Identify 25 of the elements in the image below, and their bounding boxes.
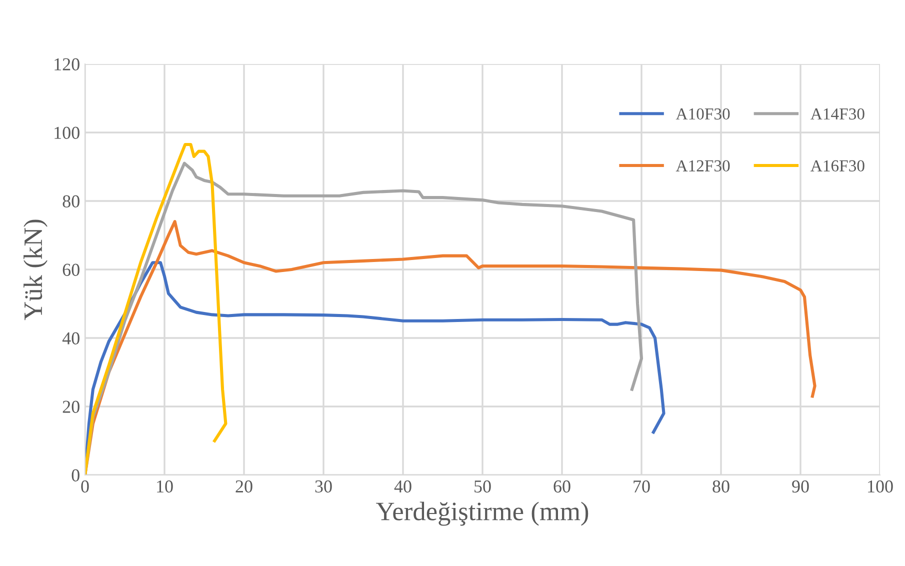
x-tick-label: 60 [554, 480, 570, 493]
x-tick-label: 50 [474, 480, 491, 493]
y-tick-label: 40 [62, 332, 80, 344]
y-tick-label: 20 [62, 400, 80, 413]
x-tick-label: 40 [394, 480, 412, 493]
x-tick-label: 10 [157, 480, 173, 493]
y-tick-label: 100 [54, 126, 80, 139]
x-axis-title: Yerdeğiştirme (mm) [376, 502, 588, 526]
line-series [85, 142, 228, 475]
x-tick-label: 20 [236, 480, 252, 493]
y-tick-label: 80 [62, 195, 80, 208]
y-tick-label: 0 [72, 469, 80, 482]
legend-label: A14F30 [810, 108, 864, 120]
legend-label: A10F30 [676, 108, 730, 120]
legend-label: A16F30 [810, 160, 864, 172]
legend-label: A12F30 [676, 160, 730, 172]
x-tick-label: 90 [792, 480, 809, 493]
x-tick-label: 30 [315, 480, 332, 493]
y-tick-label: 60 [62, 264, 80, 276]
x-tick-label: 80 [712, 480, 730, 493]
x-tick-label: 100 [868, 480, 893, 493]
y-axis-title: Yük (kN) [24, 220, 48, 320]
x-tick-label: 70 [634, 480, 650, 493]
y-tick-label: 120 [54, 58, 80, 70]
x-tick-label: 0 [81, 480, 89, 493]
